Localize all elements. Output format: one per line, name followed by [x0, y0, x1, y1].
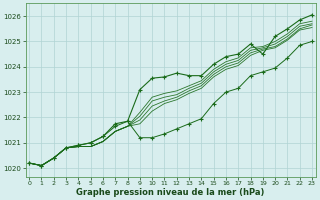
X-axis label: Graphe pression niveau de la mer (hPa): Graphe pression niveau de la mer (hPa): [76, 188, 265, 197]
